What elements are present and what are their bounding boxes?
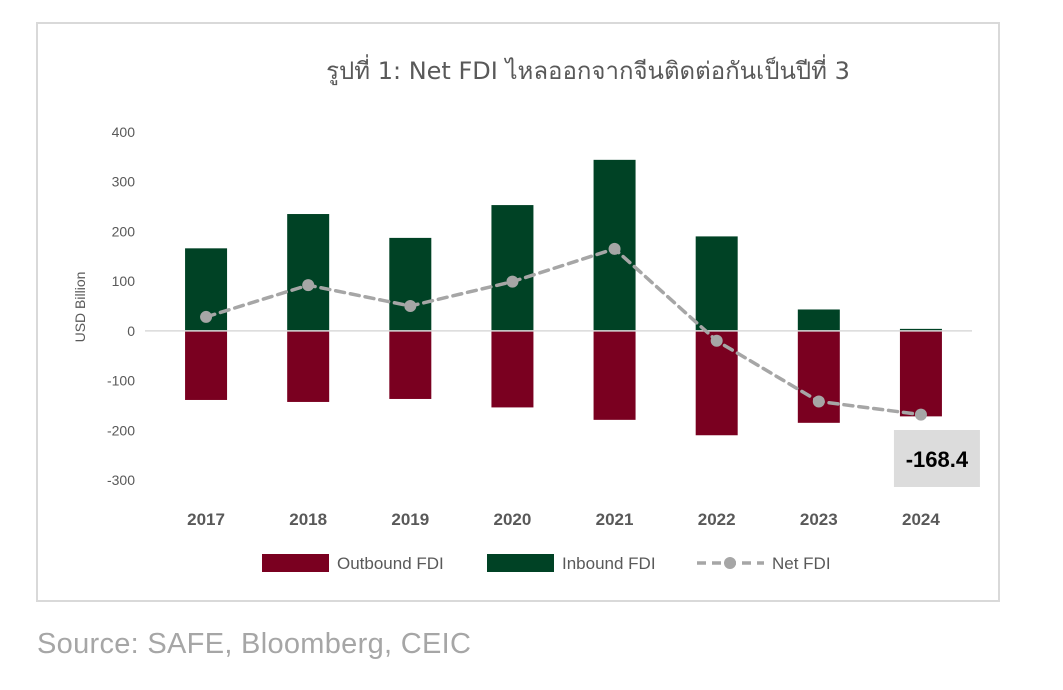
x-tick-label: 2020 xyxy=(494,510,532,529)
y-tick-label: -300 xyxy=(107,472,135,488)
legend-label-net: Net FDI xyxy=(772,554,831,573)
outbound-bar xyxy=(593,330,636,420)
inbound-bar xyxy=(899,328,942,331)
legend-swatch-net-point xyxy=(724,557,736,569)
net-fdi-point xyxy=(914,408,927,421)
net-fdi-point xyxy=(302,279,315,292)
x-tick-label: 2017 xyxy=(187,510,225,529)
outbound-bar xyxy=(491,330,534,408)
inbound-bar xyxy=(797,309,840,331)
legend-swatch-inbound xyxy=(487,554,554,572)
legend: Outbound FDI Inbound FDI Net FDI xyxy=(262,554,831,573)
y-tick-label: 300 xyxy=(112,174,136,190)
outbound-bar xyxy=(185,330,228,400)
chart-title: รูปที่ 1: Net FDI ไหลออกจากจีนติดต่อกันเ… xyxy=(326,54,850,86)
y-tick-label: 100 xyxy=(112,273,136,289)
legend-label-outbound: Outbound FDI xyxy=(337,554,444,573)
source-note: Source: SAFE, Bloomberg, CEIC xyxy=(37,628,472,660)
net-fdi-point xyxy=(812,395,825,408)
net-fdi-point xyxy=(506,275,519,288)
x-tick-label: 2018 xyxy=(289,510,327,529)
outbound-bar xyxy=(287,330,330,402)
outbound-bar xyxy=(899,330,942,417)
inbound-bar xyxy=(491,205,534,331)
y-tick-label: 0 xyxy=(127,323,135,339)
legend-label-inbound: Inbound FDI xyxy=(562,554,656,573)
x-tick-label: 2021 xyxy=(596,510,634,529)
y-tick-label: -100 xyxy=(107,373,135,389)
inbound-bars xyxy=(185,159,942,331)
inbound-bar xyxy=(695,236,738,331)
outbound-bars xyxy=(185,330,942,436)
inbound-bar xyxy=(287,214,330,331)
y-tick-label: 400 xyxy=(112,124,136,140)
callout-box xyxy=(893,430,980,487)
y-tick-label: 200 xyxy=(112,223,136,239)
x-tick-label: 2022 xyxy=(698,510,736,529)
x-tick-label: 2023 xyxy=(800,510,838,529)
net-fdi-callout: -168.4 xyxy=(893,430,980,487)
y-axis-ticks: 400 300 200 100 0 -100 -200 -300 xyxy=(107,124,135,488)
x-tick-label: 2019 xyxy=(391,510,429,529)
net-fdi-line xyxy=(204,247,923,417)
legend-swatch-outbound xyxy=(262,554,329,572)
net-fdi-point xyxy=(404,300,417,312)
outbound-bar xyxy=(389,330,432,399)
net-fdi-point xyxy=(200,310,213,323)
x-tick-label: 2024 xyxy=(902,510,940,529)
net-fdi-point xyxy=(608,242,621,255)
y-axis-label: USD Billion xyxy=(72,272,88,343)
outbound-bar xyxy=(797,330,840,423)
x-axis-ticks: 2017 2018 2019 2020 2021 2022 2023 2024 xyxy=(187,510,940,529)
net-fdi-point xyxy=(710,334,723,347)
callout-label: -168.4 xyxy=(906,447,969,472)
inbound-bar xyxy=(389,237,432,331)
net-fdi-series xyxy=(200,242,927,421)
y-tick-label: -200 xyxy=(107,422,135,438)
